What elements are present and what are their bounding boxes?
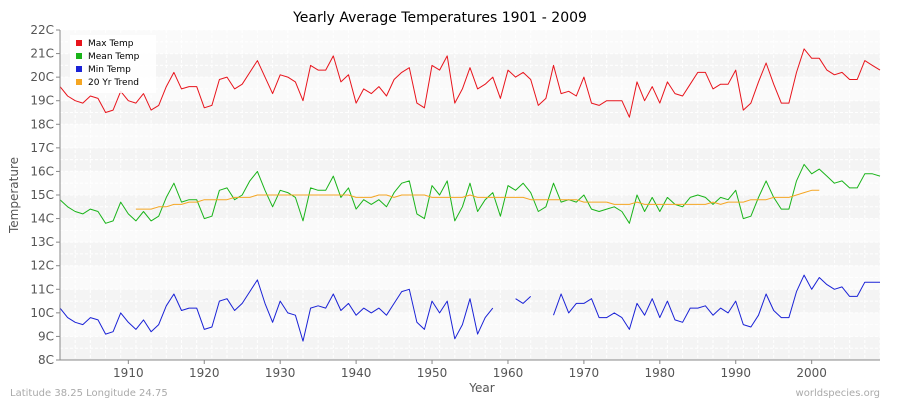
x-tick-label: 1940 <box>341 366 372 380</box>
y-tick-label: 22C <box>30 23 54 37</box>
series-20-yr-trend <box>135 189 820 210</box>
series-min-temp <box>59 274 880 342</box>
x-axis-ticks: 1910 1920 1930 1940 1950 1960 1970 1980 1990 2000 <box>113 360 827 380</box>
chart-title: Yearly Average Temperatures 1901 - 2009 <box>292 10 587 26</box>
y-tick-label: 15C <box>30 188 54 202</box>
x-tick-label: 1910 <box>113 366 144 380</box>
y-axis-ticks: 8C 9C 10C 11C 12C 13C 14C 15C 16C 17C 18C 19C 20C 21C… <box>30 23 60 367</box>
y-tick-label: 10C <box>30 306 54 320</box>
series-line-mean-temp <box>59 163 881 224</box>
y-tick-label: 8C <box>38 353 54 367</box>
y-tick-label: 19C <box>30 94 54 108</box>
legend-label-min-temp: Min Temp <box>88 65 131 75</box>
y-tick-label: 13C <box>30 235 54 249</box>
x-tick-label: 1930 <box>265 366 296 380</box>
y-tick-label: 11C <box>30 282 54 296</box>
series-line-max-temp <box>59 48 881 118</box>
legend-swatch-20-yr-trend <box>76 79 82 85</box>
y-tick-label: 12C <box>30 259 54 273</box>
x-tick-label: 1970 <box>569 366 600 380</box>
x-tick-label: 1990 <box>720 366 751 380</box>
y-tick-label: 17C <box>30 141 54 155</box>
legend-label-20-yr-trend: 20 Yr Trend <box>88 78 139 88</box>
x-tick-label: 2000 <box>796 366 827 380</box>
y-tick-label: 18C <box>30 117 54 131</box>
legend-label-max-temp: Max Temp <box>88 39 134 49</box>
y-tick-label: 21C <box>30 47 54 61</box>
series-line-min-temp <box>59 274 880 342</box>
footer-coordinates: Latitude 38.25 Longitude 24.75 <box>10 388 168 399</box>
series-layer <box>59 48 881 342</box>
legend-swatch-min-temp <box>76 66 82 72</box>
legend-swatch-mean-temp <box>76 53 82 59</box>
legend-label-mean-temp: Mean Temp <box>88 52 140 62</box>
series-max-temp <box>59 48 881 118</box>
x-tick-label: 1920 <box>189 366 220 380</box>
y-tick-label: 20C <box>30 70 54 84</box>
series-line-20-yr-trend <box>135 189 820 210</box>
x-tick-label: 1950 <box>417 366 448 380</box>
legend-swatch-max-temp <box>76 40 82 46</box>
legend-box <box>70 35 156 93</box>
y-axis-label: Temperature <box>7 157 21 234</box>
footer-source: worldspecies.org <box>796 388 880 399</box>
x-tick-label: 1980 <box>645 366 676 380</box>
legend: Max Temp Mean Temp Min Temp 20 Yr Trend <box>70 35 156 93</box>
y-tick-label: 9C <box>38 329 54 343</box>
y-tick-label: 16C <box>30 164 54 178</box>
series-mean-temp <box>59 163 881 224</box>
y-tick-label: 14C <box>30 212 54 226</box>
x-tick-label: 1960 <box>493 366 524 380</box>
x-axis-label: Year <box>468 381 494 395</box>
